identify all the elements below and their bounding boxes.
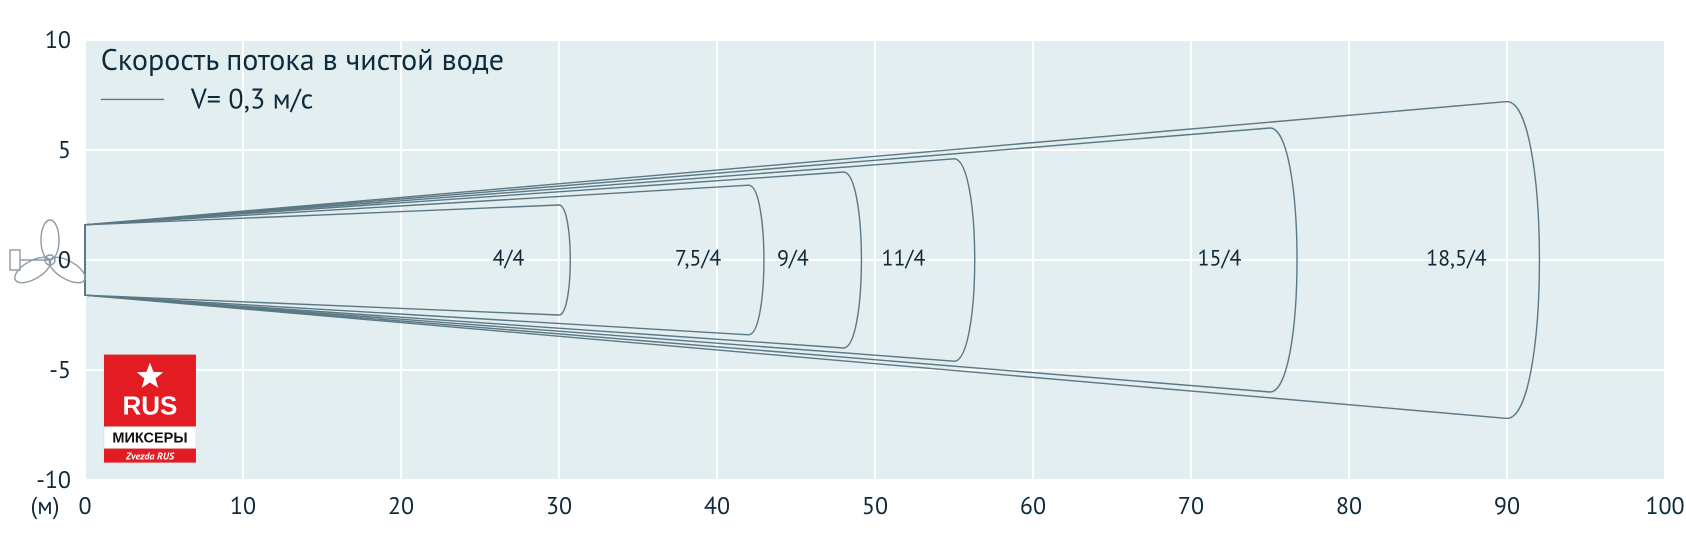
- x-tick-label: 60: [1020, 490, 1046, 521]
- flow-velocity-chart: 4/4 7,5/4 9/4 11/4 15/4 18,5/4 Скорость потока…: [0, 0, 1686, 535]
- x-tick-label: 0: [78, 490, 91, 521]
- logo-text-zvezda: Zvezda RUS: [125, 450, 175, 463]
- legend-label: V= 0,3 м/с: [190, 79, 313, 116]
- x-tick-label: 100: [1645, 490, 1684, 521]
- cone-label: 18,5/4: [1426, 245, 1487, 273]
- propeller-icon: [10, 220, 89, 288]
- logo-text-mixers: МИКСЕРЫ: [112, 431, 187, 447]
- y-tick-label: 10: [45, 24, 71, 55]
- chart-title: Скорость потока в чистой воде: [101, 40, 504, 79]
- y-tick-label: 5: [58, 134, 71, 165]
- x-tick-label: 50: [862, 490, 888, 521]
- cone-label: 15/4: [1198, 245, 1242, 273]
- x-tick-label: 70: [1178, 490, 1204, 521]
- x-tick-label: 80: [1336, 490, 1362, 521]
- cone-label: 11/4: [882, 245, 926, 273]
- x-tick-label: 20: [388, 490, 414, 521]
- x-tick-label: 30: [546, 490, 572, 521]
- cone-label: 9/4: [777, 245, 809, 273]
- x-tick-label: 90: [1494, 490, 1520, 521]
- chart-svg: 4/4 7,5/4 9/4 11/4 15/4 18,5/4 Скорость потока…: [0, 0, 1686, 535]
- x-tick-label: 10: [230, 490, 256, 521]
- x-tick-label: 40: [704, 490, 730, 521]
- y-tick-label: 0: [58, 244, 71, 275]
- cone-label: 7,5/4: [675, 245, 721, 273]
- x-unit-label: (м): [31, 490, 60, 521]
- logo-text-rus: RUS: [123, 391, 178, 421]
- y-tick-label: -5: [49, 354, 71, 385]
- cone-label: 4/4: [493, 245, 525, 273]
